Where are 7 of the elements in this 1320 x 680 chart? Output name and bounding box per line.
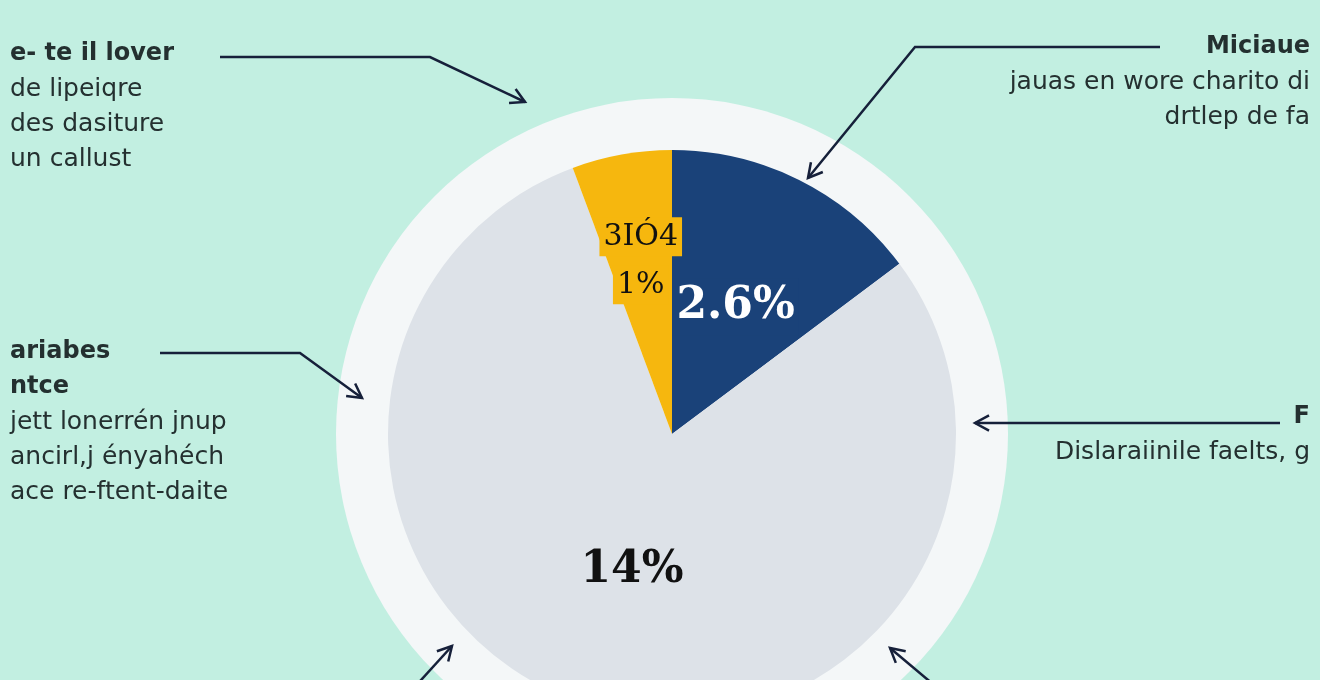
data-label: 2.6% — [676, 277, 795, 329]
text: Miciaue jauas en wore charito di drtlep de fa — [1009, 30, 1310, 132]
data-label: 3IÓ4 1% — [603, 216, 679, 300]
data-label: 14% — [580, 540, 684, 592]
text: F Dislaraiinile faelts, g — [1054, 400, 1310, 467]
text: e- te il lover de lipeiqre des dasiture un callust — [10, 37, 174, 174]
text: ariabes ntce jett lonerrén jnup ancirl,j ényahéch ace re-ftent-daite — [10, 335, 229, 507]
